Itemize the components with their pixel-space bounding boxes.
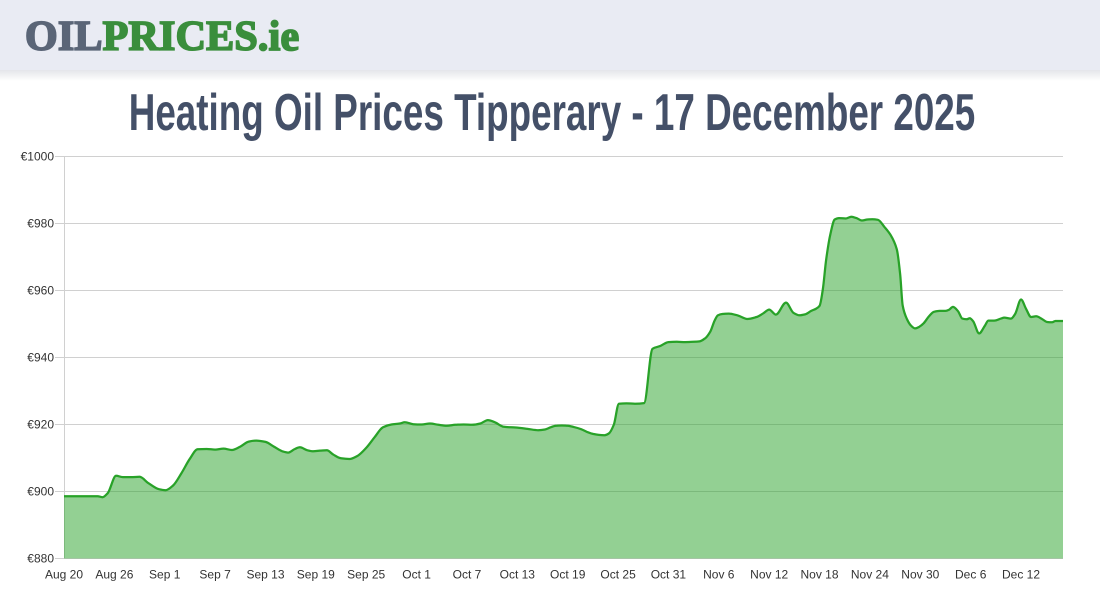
svg-text:Oct 7: Oct 7 (453, 568, 482, 582)
svg-text:Oct 25: Oct 25 (600, 568, 636, 582)
svg-text:€1000: €1000 (21, 150, 55, 164)
svg-text:€960: €960 (27, 284, 54, 298)
svg-text:Aug 26: Aug 26 (95, 568, 133, 582)
svg-text:Dec 12: Dec 12 (1002, 568, 1040, 582)
svg-text:Sep 25: Sep 25 (347, 568, 385, 582)
svg-text:Oct 13: Oct 13 (500, 568, 536, 582)
svg-text:Oct 19: Oct 19 (550, 568, 586, 582)
svg-text:Dec 6: Dec 6 (955, 568, 987, 582)
svg-text:Sep 19: Sep 19 (297, 568, 335, 582)
svg-text:Sep 7: Sep 7 (199, 568, 231, 582)
svg-text:€880: €880 (27, 552, 54, 566)
svg-text:Nov 30: Nov 30 (901, 568, 939, 582)
svg-text:Oct 1: Oct 1 (402, 568, 431, 582)
svg-text:€900: €900 (27, 485, 54, 499)
svg-text:Nov 6: Nov 6 (703, 568, 735, 582)
svg-text:€940: €940 (27, 351, 54, 365)
svg-text:€980: €980 (27, 217, 54, 231)
svg-text:Oct 31: Oct 31 (651, 568, 687, 582)
svg-text:Aug 20: Aug 20 (45, 568, 83, 582)
svg-text:Nov 18: Nov 18 (800, 568, 838, 582)
svg-text:Nov 24: Nov 24 (851, 568, 889, 582)
svg-text:Sep 1: Sep 1 (149, 568, 181, 582)
svg-text:Sep 13: Sep 13 (246, 568, 284, 582)
svg-text:Nov 12: Nov 12 (750, 568, 788, 582)
svg-text:€920: €920 (27, 418, 54, 432)
